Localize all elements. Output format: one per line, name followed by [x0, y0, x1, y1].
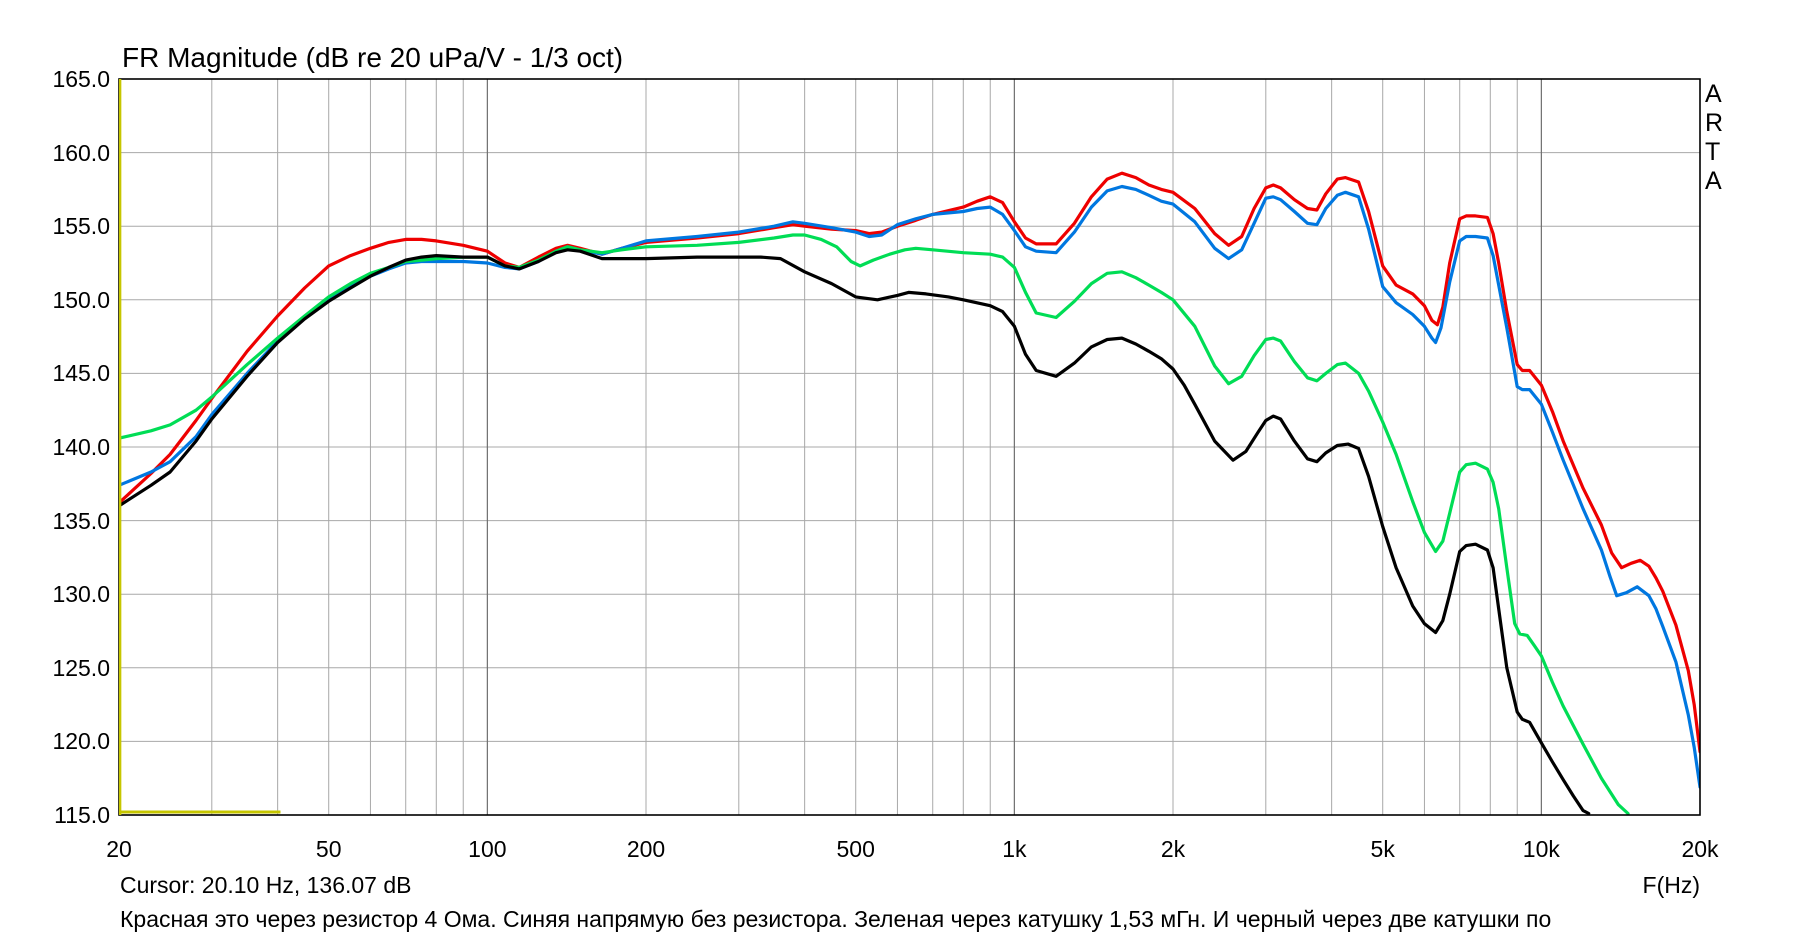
y-tick-label-125: 125.0	[52, 654, 110, 681]
x-tick-label-5k: 5k	[1370, 836, 1395, 862]
curve-blue	[119, 184, 1700, 789]
y-tick-label-145: 145.0	[52, 360, 110, 387]
y-tick-label-165: 165.0	[52, 66, 110, 92]
y-tick-label-135: 135.0	[52, 507, 110, 534]
x-tick-label-200: 200	[626, 836, 666, 862]
x-tick-label-500: 500	[836, 836, 875, 862]
legend-note: Красная это через резистор 4 Ома. Синяя …	[120, 906, 1552, 932]
watermark-letter-1: R	[1705, 109, 1724, 137]
x-tick-label-20: 20	[106, 836, 132, 862]
watermark-letter-0: A	[1705, 80, 1722, 108]
y-tick-label-140: 140.0	[52, 434, 110, 460]
x-tick-label-1k: 1k	[1002, 836, 1027, 862]
chart-title: FR Magnitude (dB re 20 uPa/V - 1/3 oct)	[122, 42, 624, 73]
watermark-letter-3: A	[1705, 167, 1722, 195]
x-tick-label-100: 100	[468, 836, 507, 862]
x-tick-label-20k: 20k	[1681, 836, 1719, 862]
x-tick-label-50: 50	[315, 836, 342, 862]
y-tick-label-150: 150.0	[52, 286, 110, 313]
y-tick-label-120: 120.0	[52, 728, 110, 755]
frequency-axis-label: F(Hz)	[1642, 872, 1700, 898]
curve-black	[119, 248, 1591, 815]
x-tick-label-10k: 10k	[1522, 836, 1560, 862]
watermark-letter-2: T	[1705, 138, 1721, 166]
x-tick-label-2k: 2k	[1160, 836, 1186, 862]
curve-green	[119, 233, 1630, 815]
y-tick-label-130: 130.0	[52, 581, 110, 608]
cursor-readout: Cursor: 20.10 Hz, 136.07 dB	[120, 872, 412, 898]
y-tick-label-155: 155.0	[52, 213, 110, 240]
y-tick-label-160: 160.0	[52, 139, 110, 166]
curve-red	[119, 171, 1700, 754]
y-tick-label-115: 115.0	[54, 802, 110, 828]
